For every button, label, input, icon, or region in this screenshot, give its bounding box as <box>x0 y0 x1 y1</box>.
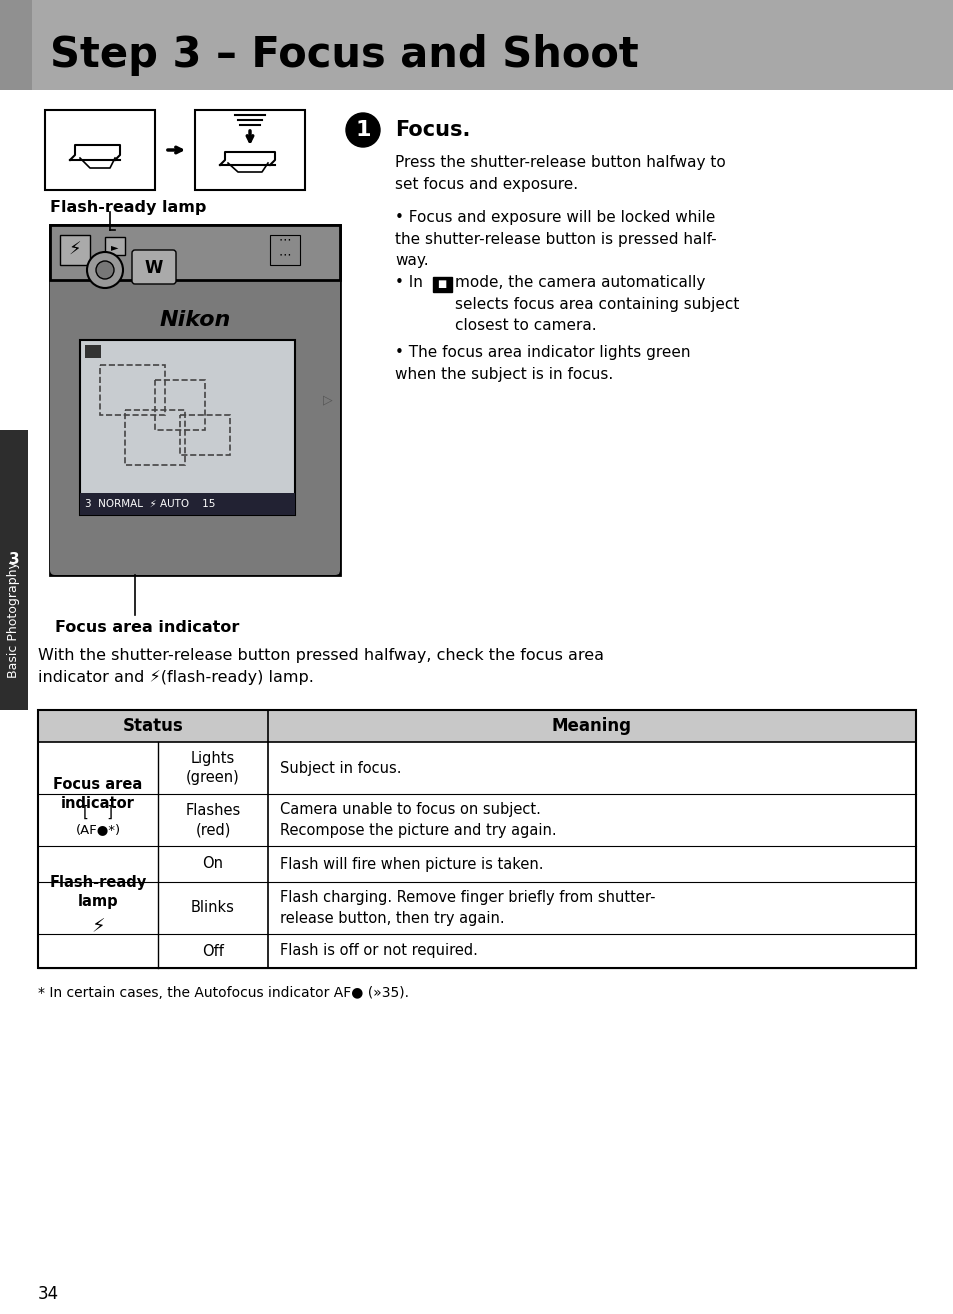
Bar <box>194 110 305 191</box>
Bar <box>85 346 101 357</box>
Bar <box>154 380 205 430</box>
Text: • In: • In <box>395 275 422 290</box>
Bar <box>38 934 915 968</box>
Text: Flash is off or not required.: Flash is off or not required. <box>280 943 477 958</box>
Text: Lights
(green): Lights (green) <box>186 750 239 786</box>
Text: * In certain cases, the Autofocus indicator AF● (»35).: * In certain cases, the Autofocus indica… <box>38 986 409 1000</box>
Bar <box>38 882 915 934</box>
Text: Subject in focus.: Subject in focus. <box>280 761 401 775</box>
Text: 34: 34 <box>38 1285 59 1303</box>
Text: • Focus and exposure will be locked while
the shutter-release button is pressed : • Focus and exposure will be locked whil… <box>395 210 716 268</box>
Bar <box>45 110 154 191</box>
Text: • The focus area indicator lights green
when the subject is in focus.: • The focus area indicator lights green … <box>395 346 690 381</box>
Bar <box>60 235 90 265</box>
Bar <box>38 710 915 968</box>
Text: mode, the camera automatically
selects focus area containing subject
closest to : mode, the camera automatically selects f… <box>455 275 739 334</box>
Text: Flashes
(red): Flashes (red) <box>185 803 240 837</box>
Text: Flash-ready lamp: Flash-ready lamp <box>50 200 206 215</box>
Bar <box>125 410 185 465</box>
Bar <box>270 235 299 265</box>
Text: (AF●*): (AF●*) <box>75 824 120 837</box>
Bar <box>433 277 452 292</box>
Text: On: On <box>202 857 223 871</box>
Text: With the shutter-release button pressed halfway, check the focus area: With the shutter-release button pressed … <box>38 648 603 664</box>
Bar <box>180 415 230 455</box>
Text: Basic Photography: Basic Photography <box>8 561 20 678</box>
Text: 3: 3 <box>9 552 19 568</box>
Bar <box>0 0 953 89</box>
Text: Flash-ready
lamp: Flash-ready lamp <box>50 875 147 909</box>
Text: Flash will fire when picture is taken.: Flash will fire when picture is taken. <box>280 857 543 871</box>
Text: Blinks: Blinks <box>191 900 234 916</box>
Text: Step 3 – Focus and Shoot: Step 3 – Focus and Shoot <box>50 34 639 76</box>
Bar <box>38 794 915 846</box>
Text: [    ]: [ ] <box>83 804 112 820</box>
Text: ⋯
⋯: ⋯ ⋯ <box>278 233 291 261</box>
Text: Focus.: Focus. <box>395 120 470 141</box>
Circle shape <box>346 113 379 147</box>
Bar <box>38 710 915 742</box>
Text: ▷: ▷ <box>323 393 333 406</box>
Bar <box>0 430 28 710</box>
Text: ⚡: ⚡ <box>69 240 81 259</box>
Text: Nikon: Nikon <box>159 310 231 330</box>
Text: Press the shutter-release button halfway to
set focus and exposure.: Press the shutter-release button halfway… <box>395 155 725 192</box>
Bar <box>50 225 339 280</box>
Text: Focus area
indicator: Focus area indicator <box>53 777 143 812</box>
Text: Camera unable to focus on subject.
Recompose the picture and try again.: Camera unable to focus on subject. Recom… <box>280 802 556 838</box>
Text: ⚡: ⚡ <box>91 917 105 937</box>
Bar <box>80 493 294 515</box>
Text: Focus area indicator: Focus area indicator <box>55 620 239 635</box>
Bar <box>80 340 294 515</box>
Bar <box>38 846 915 882</box>
Text: 3  NORMAL  ⚡ AUTO    15: 3 NORMAL ⚡ AUTO 15 <box>85 499 215 509</box>
Bar <box>105 237 125 255</box>
Bar <box>0 0 32 89</box>
FancyBboxPatch shape <box>132 250 175 284</box>
Text: ■: ■ <box>436 279 446 289</box>
Circle shape <box>87 252 123 288</box>
Bar <box>38 742 915 794</box>
Bar <box>100 365 165 415</box>
Text: Flash charging. Remove finger briefly from shutter-
release button, then try aga: Flash charging. Remove finger briefly fr… <box>280 890 655 926</box>
Bar <box>0 89 32 1314</box>
Text: W: W <box>145 259 163 277</box>
Text: indicator and ⚡(flash-ready) lamp.: indicator and ⚡(flash-ready) lamp. <box>38 670 314 685</box>
Circle shape <box>96 261 113 279</box>
Text: Off: Off <box>202 943 224 958</box>
Bar <box>50 225 339 576</box>
Text: Meaning: Meaning <box>552 717 631 735</box>
FancyBboxPatch shape <box>50 275 339 576</box>
Text: ►: ► <box>112 242 118 252</box>
Text: 1: 1 <box>355 120 371 141</box>
Text: Status: Status <box>123 717 183 735</box>
